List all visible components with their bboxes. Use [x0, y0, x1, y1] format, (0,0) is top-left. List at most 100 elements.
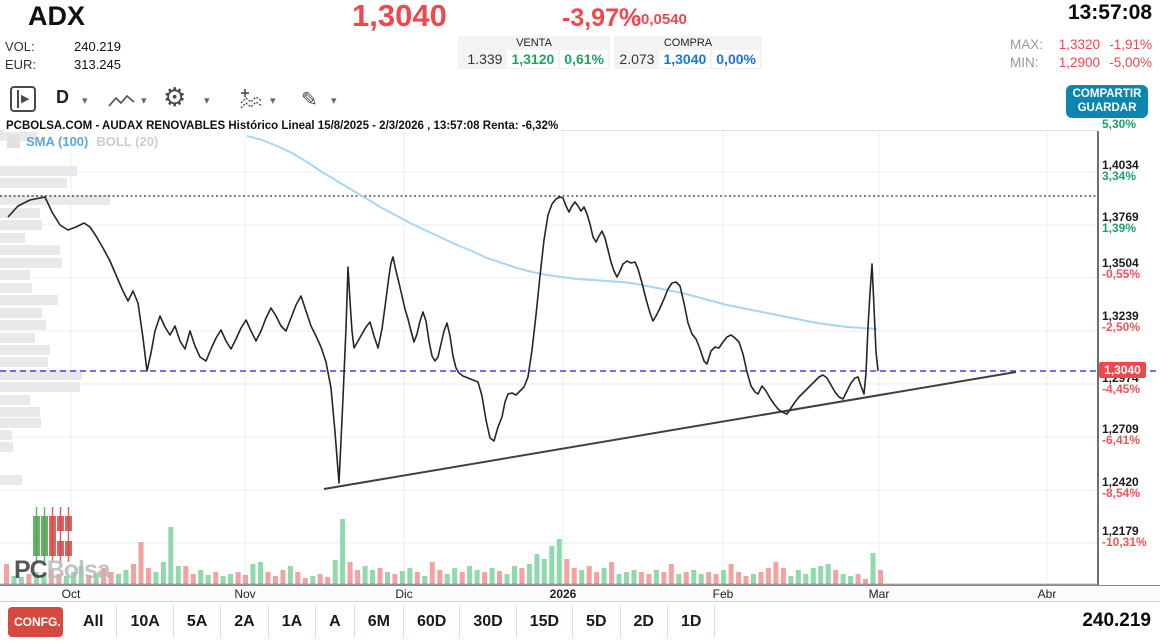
- range-button-15d[interactable]: 15D: [517, 605, 574, 638]
- y-axis-price: 1,4034: [1102, 158, 1139, 172]
- share-button[interactable]: COMPARTIR: [1072, 88, 1142, 100]
- vol-value: 240.219: [74, 39, 121, 54]
- ask-quantity: 1.339: [467, 50, 503, 67]
- bid-percent: 0,00%: [712, 49, 760, 68]
- x-axis-label-nov: Nov: [234, 587, 256, 601]
- min-price: 1,2900: [1058, 55, 1100, 70]
- chart-legend: SMA (100) BOLL (20): [7, 134, 166, 149]
- range-button-a[interactable]: A: [316, 605, 355, 638]
- y-axis-percent: 5,30%: [1102, 117, 1137, 131]
- bid-label: COMPRA: [663, 37, 713, 49]
- bid-price: 1,3040: [659, 49, 711, 68]
- eur-value: 313.245: [74, 57, 121, 72]
- y-axis-price: 1,2709: [1102, 422, 1139, 436]
- y-axis-percent: -6,41%: [1102, 433, 1141, 447]
- bid-quote-box: COMPRA 2.073 1,3040 0,00%: [614, 36, 762, 69]
- range-button-30d[interactable]: 30D: [460, 605, 517, 638]
- change-absolute: -0,0540: [636, 11, 687, 28]
- legend-swatch: [7, 135, 20, 148]
- range-button-1d[interactable]: 1D: [668, 605, 716, 638]
- y-axis-percent: -0,55%: [1102, 267, 1141, 281]
- y-axis-label: 5,30%: [1102, 117, 1137, 131]
- y-axis-percent: -8,54%: [1102, 486, 1141, 500]
- chart-title: PCBOLSA.COM - AUDAX RENOVABLES Histórico…: [3, 120, 562, 132]
- max-percent: -1,91%: [1109, 37, 1152, 52]
- line-style-icon[interactable]: [108, 93, 136, 109]
- range-toolbar: CONFG. All 10A 5A 2A 1A A 6M 60D 30D 15D 5D 2D 1D 24…: [0, 603, 1160, 643]
- y-axis-price: 1,3504: [1102, 256, 1139, 270]
- change-percent: -3,97%: [562, 4, 642, 32]
- watermark-bold: PC: [14, 556, 48, 584]
- y-axis-percent: -2,50%: [1102, 320, 1141, 334]
- range-button-1a[interactable]: 1A: [269, 605, 317, 638]
- y-axis-percent: 1,39%: [1102, 221, 1137, 235]
- chevron-down-icon[interactable]: ▾: [82, 95, 88, 107]
- chevron-down-icon[interactable]: ▾: [331, 95, 337, 107]
- x-axis-label-dic: Dic: [395, 587, 413, 601]
- chevron-down-icon[interactable]: ▾: [204, 95, 210, 107]
- session-volume: 240.219: [1082, 610, 1151, 631]
- config-button[interactable]: CONFG.: [8, 607, 63, 637]
- eur-label: EUR:: [5, 57, 37, 72]
- play-triangle-icon: ▶: [21, 93, 30, 105]
- ask-quote-box: VENTA 1.339 1,3120 0,61%: [458, 36, 610, 69]
- chart-canvas[interactable]: [0, 120, 1160, 601]
- x-axis-label-2026: 2026: [549, 587, 577, 601]
- bid-quantity: 2.073: [619, 50, 655, 67]
- pcbolsa-watermark: PCBolsa: [14, 556, 111, 585]
- range-button-2a[interactable]: 2A: [221, 605, 269, 638]
- timeframe-button[interactable]: D: [56, 87, 69, 107]
- last-price: 1,3040: [352, 0, 447, 33]
- y-axis-price: 1,3239: [1102, 309, 1139, 323]
- min-pct: -5,00%: [1109, 55, 1152, 70]
- add-indicator-icon[interactable]: [239, 88, 265, 110]
- time-axis: Oct Nov Dic 2026 Feb Mar Abr: [0, 585, 1160, 602]
- y-axis-label: 1,3239 -2,50%: [1102, 309, 1141, 334]
- y-axis-price: 1,2420: [1102, 475, 1139, 489]
- range-button-all[interactable]: All: [70, 605, 118, 638]
- min-label: MIN:: [1010, 55, 1039, 70]
- current-price-badge: 1,3040: [1099, 362, 1146, 378]
- range-button-60d[interactable]: 60D: [404, 605, 461, 638]
- range-button-5d[interactable]: 5D: [573, 605, 621, 638]
- y-axis-percent: -4,45%: [1102, 382, 1141, 396]
- legend-item-0[interactable]: SMA (100): [26, 134, 89, 149]
- max-price: 1,3320: [1058, 37, 1100, 52]
- x-axis-label-feb: Feb: [712, 587, 734, 601]
- x-axis-label-abr: Abr: [1037, 587, 1057, 601]
- max-label: MAX:: [1010, 37, 1044, 52]
- y-axis-percent: 3,34%: [1102, 169, 1137, 183]
- x-axis-label-oct: Oct: [61, 587, 81, 601]
- chevron-down-icon[interactable]: ▾: [141, 95, 147, 107]
- min-row: MIN: 1,2900 -5,00%: [1010, 55, 1152, 70]
- ask-price: 1,3120: [507, 49, 559, 68]
- save-button[interactable]: GUARDAR: [1077, 102, 1137, 114]
- y-axis-label: 1,2420 -8,54%: [1102, 475, 1141, 500]
- ask-percent: 0,61%: [560, 49, 608, 68]
- settings-gear-icon[interactable]: ⚙: [163, 82, 187, 112]
- y-axis-label: 1,2709 -6,41%: [1102, 422, 1141, 447]
- range-button-10a[interactable]: 10A: [117, 605, 174, 638]
- panel-bar: [17, 90, 19, 108]
- ask-label: VENTA: [516, 37, 552, 49]
- y-axis-label: 1,2179 -10,31%: [1102, 524, 1147, 549]
- y-axis-label: 1,3504 -0,55%: [1102, 256, 1141, 281]
- range-list: All 10A 5A 2A 1A A 6M 60D 30D 15D 5D 2D 1D: [70, 605, 716, 638]
- range-button-2d[interactable]: 2D: [621, 605, 668, 638]
- y-axis-price: 1,2179: [1102, 524, 1139, 538]
- range-button-5a[interactable]: 5A: [174, 605, 222, 638]
- draw-pencil-icon[interactable]: ✎: [301, 89, 318, 111]
- y-axis-label: 1,4034 3,34%: [1102, 158, 1139, 183]
- watermark-light: Bolsa: [46, 556, 111, 584]
- x-axis-label-mar: Mar: [868, 587, 890, 601]
- chevron-down-icon[interactable]: ▾: [270, 95, 276, 107]
- share-save-button[interactable]: COMPARTIR GUARDAR: [1066, 85, 1148, 118]
- legend-item-1[interactable]: BOLL (20): [96, 134, 159, 149]
- range-button-6m[interactable]: 6M: [355, 605, 404, 638]
- y-axis-label: 1,3769 1,39%: [1102, 210, 1139, 235]
- ticker-symbol: ADX: [28, 1, 86, 31]
- max-row: MAX: 1,3320 -1,91%: [1010, 37, 1152, 52]
- y-axis-price: 1,3769: [1102, 210, 1139, 224]
- y-axis-percent: -10,31%: [1102, 535, 1147, 549]
- panel-toggle-icon[interactable]: ▶: [10, 86, 36, 112]
